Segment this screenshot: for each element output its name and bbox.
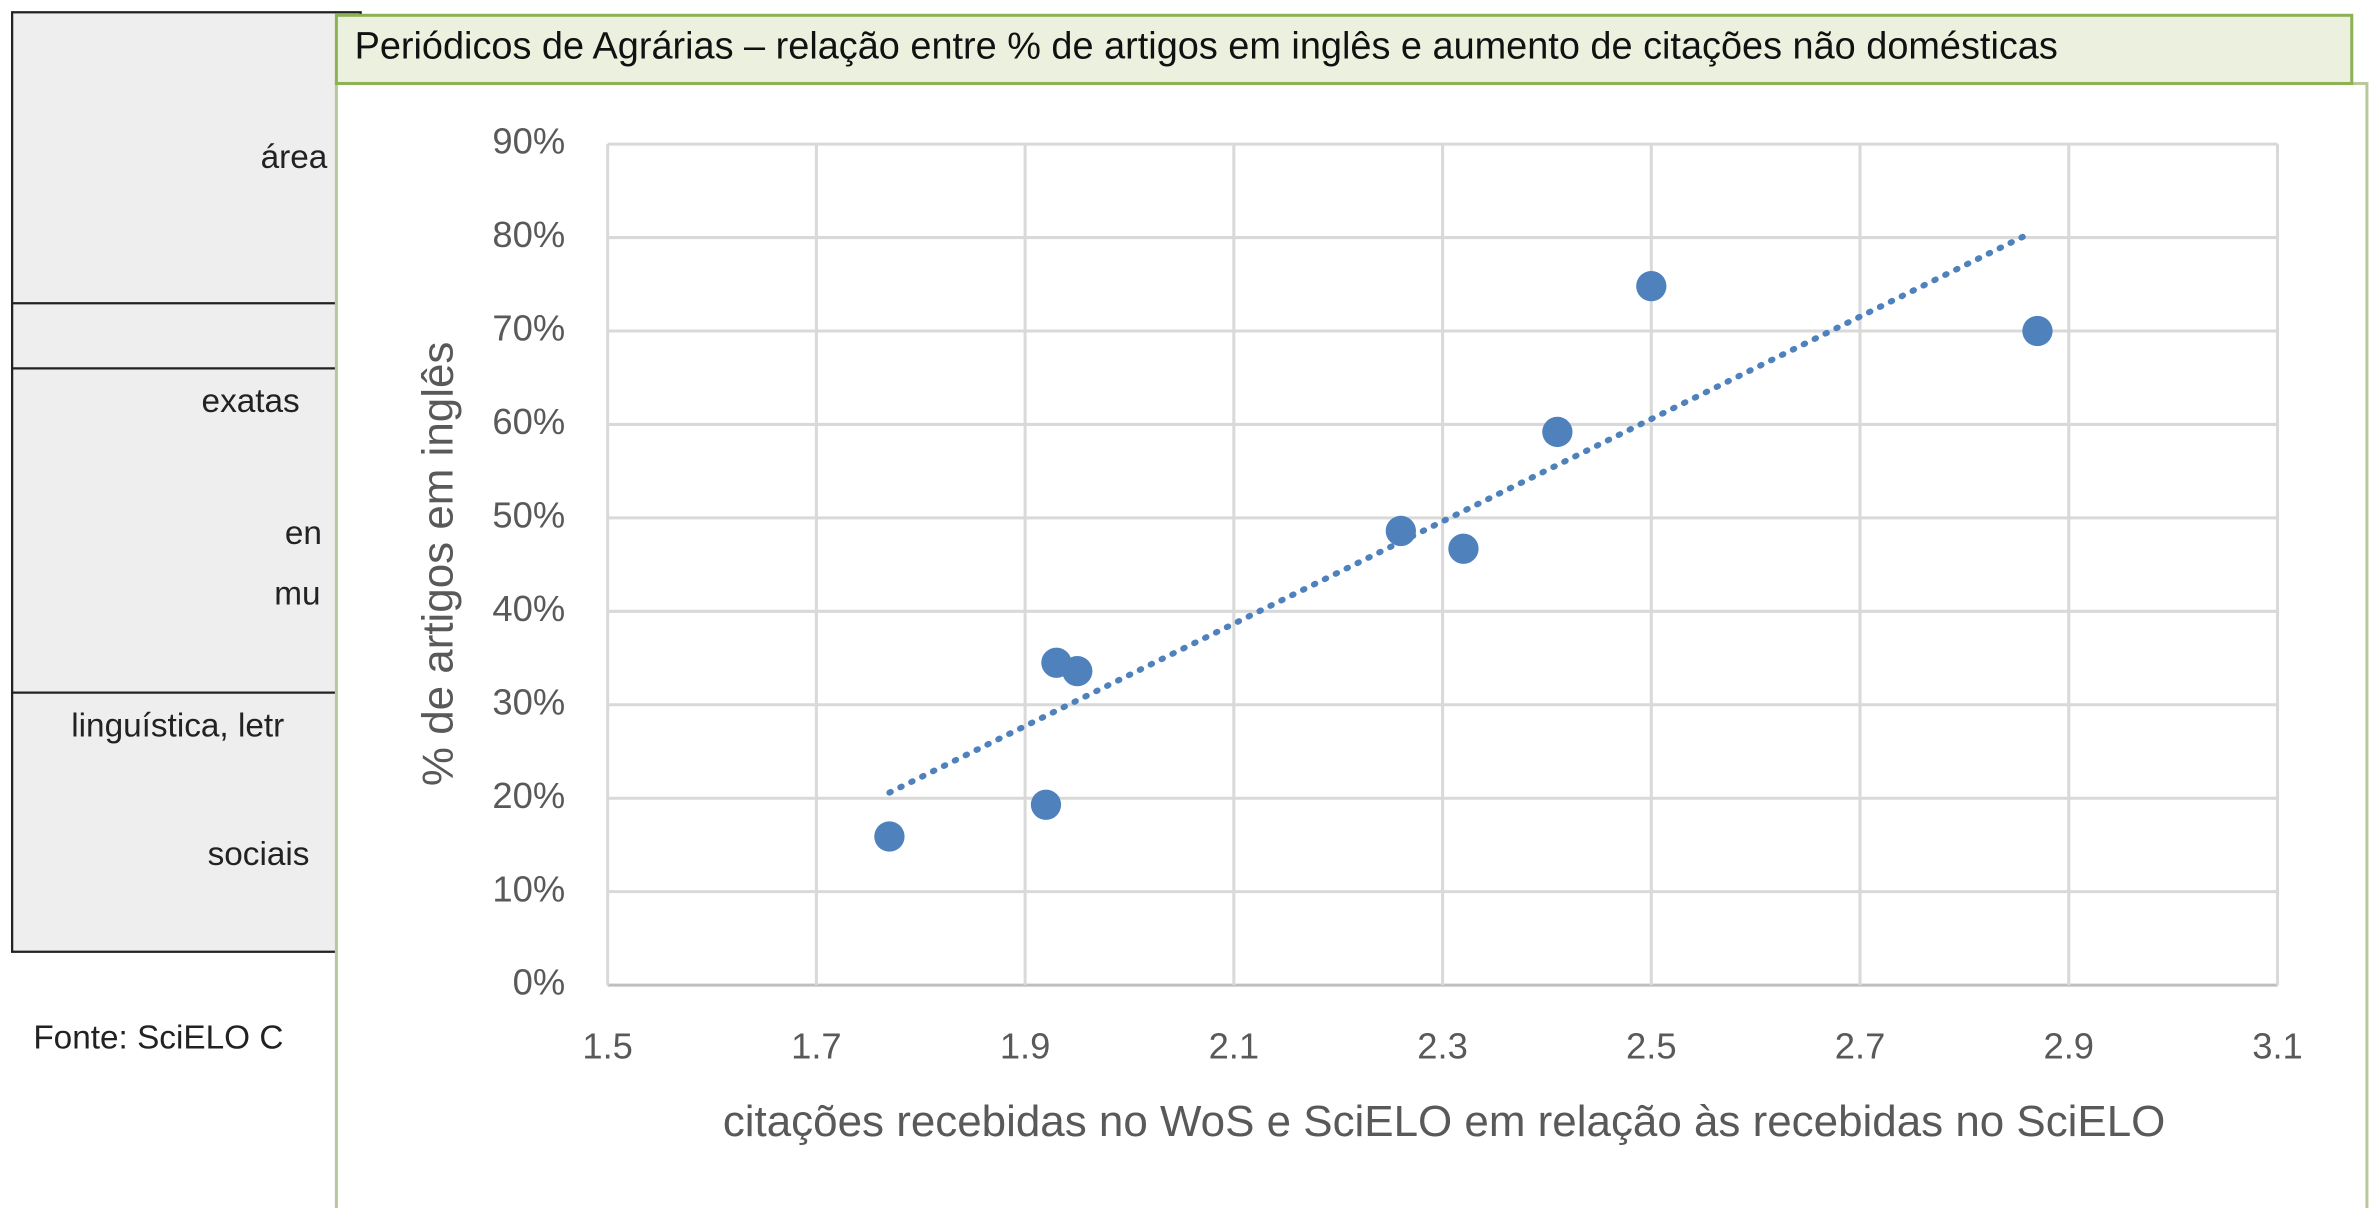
table-cell: linguística, letr — [71, 707, 284, 744]
table-cell: mu — [274, 575, 320, 612]
table-cell: área — [261, 139, 328, 176]
y-tick-label: 30% — [492, 681, 565, 722]
y-tick-label: 70% — [492, 308, 565, 349]
y-tick-label: 20% — [492, 775, 565, 816]
x-tick-label: 1.9 — [1000, 1025, 1051, 1066]
x-tick-label: 2.5 — [1626, 1025, 1677, 1066]
x-tick-label: 1.7 — [791, 1025, 842, 1066]
scatter-point — [1030, 789, 1062, 820]
title-box — [334, 13, 2354, 86]
chart-title: Periódicos de Agrárias – relação entre %… — [355, 26, 2058, 68]
y-tick-label: 80% — [492, 214, 565, 255]
x-tick-label: 2.7 — [1835, 1025, 1886, 1066]
y-tick-label: 60% — [492, 401, 565, 442]
y-axis-title: % de artigos em inglês — [414, 342, 463, 786]
background-table: área exatas en mu linguística, letr soci… — [10, 11, 362, 1056]
x-tick-label: 2.9 — [2043, 1025, 2094, 1066]
table-cell: sociais — [208, 836, 310, 873]
table-box — [10, 11, 362, 953]
table-cell: exatas — [202, 383, 300, 420]
table-cell: en — [285, 515, 322, 552]
x-tick-label: 1.5 — [582, 1025, 633, 1066]
x-tick-label: 3.1 — [2252, 1025, 2303, 1066]
x-tick-label: 2.1 — [1209, 1025, 1260, 1066]
scatter-point — [2022, 315, 2053, 347]
y-tick-label: 0% — [513, 962, 566, 1003]
x-axis-title: citações recebidas no WoS e SciELO em re… — [723, 1097, 2166, 1146]
x-tick-label: 2.3 — [1417, 1025, 1468, 1066]
scatter-point — [1636, 270, 1667, 302]
scatter-point — [1062, 655, 1093, 687]
footnote: Fonte: SciELO C — [33, 1019, 283, 1056]
scatter-point — [1542, 416, 1573, 448]
y-tick-label: 50% — [492, 494, 565, 535]
scatter-point — [1385, 515, 1416, 547]
scatter-point — [874, 821, 905, 852]
y-tick-label: 10% — [492, 868, 565, 909]
trendline — [886, 231, 2031, 796]
y-tick-label: 90% — [492, 121, 565, 162]
plot-area: 0% 10% 20% 30% 40% 50% 60% 70% 80% 90% 1.5 1.7 1.9 2.… — [492, 121, 2302, 1067]
y-tick-label: 40% — [492, 588, 565, 629]
scatter-point — [1448, 533, 1479, 564]
